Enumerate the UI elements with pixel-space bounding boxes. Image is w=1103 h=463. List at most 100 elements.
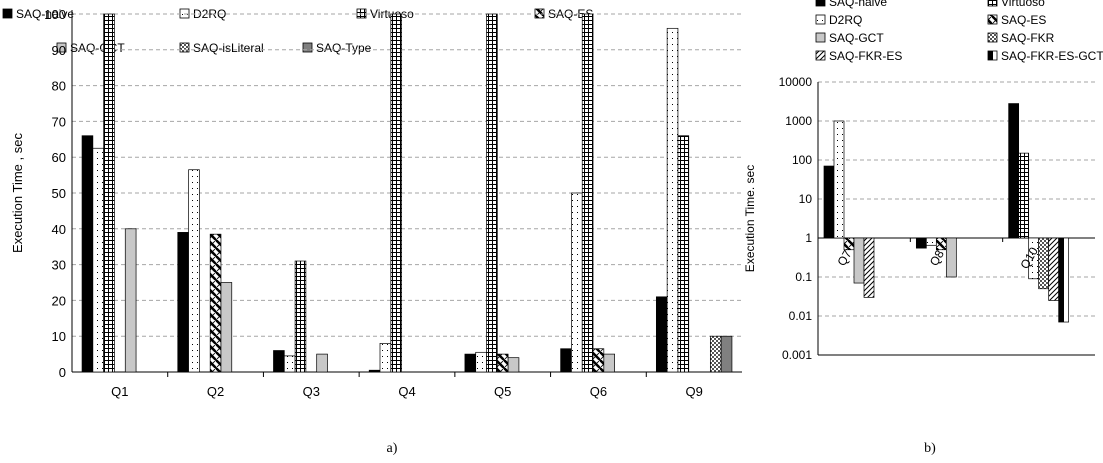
ytick-label-b: 0.01: [789, 309, 813, 323]
bar-a-SAQ-GCT-Q3: [316, 353, 328, 373]
legend-label-a-4: SAQ-GCT: [70, 41, 125, 55]
ytick-label-b: 10: [799, 192, 813, 206]
legend-label-b-1: Virtuoso: [1001, 0, 1045, 9]
xtick-label-a: Q2: [207, 384, 224, 399]
bar-b-SAQ-naive-Q7: [823, 165, 835, 239]
legend-swatch-b-2: [815, 14, 826, 25]
xtick-label-a: Q9: [685, 384, 702, 399]
legend-label-b-5: SAQ-FKR: [1001, 31, 1055, 45]
legend-swatch-b-6: [815, 50, 826, 61]
xtick-label-a: Q3: [303, 384, 320, 399]
bar-b-SAQ-naive-Q10: [1008, 103, 1020, 239]
caption-b: b): [924, 441, 936, 456]
legend-label-a-1: D2RQ: [193, 7, 226, 21]
legend-label-b-2: D2RQ: [829, 13, 862, 27]
bar-a-SAQ-naive-Q9: [655, 296, 668, 373]
legend-swatch-b-4: [815, 32, 826, 43]
bar-a-Virtuoso-Q4: [390, 13, 402, 373]
bar-a-D2RQ-Q3: [283, 355, 296, 373]
legend-swatch-a-4: [56, 42, 67, 53]
legend-label-a-5: SAQ-isLiteral: [193, 41, 264, 55]
bar-a-SAQ-GCT-Q1: [124, 228, 137, 373]
bar-a-SAQ-Type-Q9: [720, 335, 733, 373]
ytick-label-a: 10: [52, 329, 66, 344]
bar-a-D2RQ-Q2: [188, 169, 200, 373]
bar-b-SAQ-GCT-Q8: [945, 237, 957, 278]
bar-a-D2RQ-Q6: [571, 192, 583, 373]
ytick-label-a: 0: [59, 365, 66, 380]
caption-a: a): [387, 441, 398, 456]
y-axis-title-a: Execution Time , sec: [10, 133, 25, 253]
xtick-label-b: Q7: [834, 247, 854, 268]
legend-label-b-6: SAQ-FKR-ES: [829, 49, 902, 63]
chart-a: SAQ-naiveD2RQVirtuosoSAQ-ESSAQ-GCTSAQ-is…: [2, 7, 742, 399]
bar-a-D2RQ-Q4: [379, 343, 392, 373]
bar-b-SAQ-FKR-ES-GCT-Q10: [1058, 237, 1070, 323]
bar-b-SAQ-ES-Q7: [843, 237, 855, 251]
legend-swatch-b-0: [815, 0, 826, 7]
ytick-label-a: 80: [52, 79, 66, 94]
bar-a-SAQ-ES-Q6: [592, 348, 605, 373]
ytick-label-a: 40: [52, 222, 66, 237]
bar-b-SAQ-FKR-ES-Q10: [1048, 237, 1060, 301]
legend-swatch-b-3: [987, 14, 998, 25]
legend-swatch-a-0: [2, 8, 13, 19]
ytick-label-b: 0.1: [795, 270, 812, 284]
bar-a-Virtuoso-Q1: [103, 13, 115, 373]
xtick-label-a: Q4: [398, 384, 415, 399]
ytick-label-b: 10000: [779, 75, 813, 89]
legend-swatch-a-6: [302, 42, 313, 53]
bar-a-Virtuoso-Q9: [677, 135, 690, 373]
bar-b-Virtuoso-Q10: [1018, 152, 1030, 239]
bar-b-SAQ-naive-Q8: [915, 237, 927, 249]
ytick-label-a: 70: [52, 114, 66, 129]
bar-a-SAQ-naive-Q2: [177, 232, 189, 373]
bar-a-SAQ-naive-Q5: [464, 353, 477, 373]
legend-label-b-3: SAQ-ES: [1001, 13, 1046, 27]
xtick-label-a: Q6: [590, 384, 607, 399]
xtick-label-b: Q8: [927, 247, 947, 268]
bar-a-SAQ-GCT-Q5: [507, 357, 520, 373]
legend-swatch-b-1: [987, 0, 998, 7]
bar-b-SAQ-ES-Q8: [935, 237, 947, 251]
bar-b-SAQ-FKR-Q10: [1038, 237, 1050, 290]
bar-a-Virtuoso-Q5: [486, 13, 498, 373]
bar-b-D2RQ-Q7: [833, 120, 845, 239]
legend-swatch-b-5: [987, 32, 998, 43]
legend-label-b-4: SAQ-GCT: [829, 31, 884, 45]
legend-swatch-a-5: [179, 42, 190, 53]
chart-b: SAQ-naive Virtuoso D2RQ SAQ-ES SAQ-GCT SAQ-FK…: [743, 0, 1103, 362]
xtick-label-a: Q1: [111, 384, 128, 399]
legend-label-b-0: SAQ-naive: [829, 0, 887, 9]
ytick-label-a: 100: [44, 7, 66, 22]
bar-a-SAQ-naive-Q6: [560, 348, 572, 373]
bar-a-SAQ-naive-Q1: [81, 135, 94, 373]
bar-b-SAQ-GCT-Q7: [853, 237, 865, 284]
bar-a-SAQ-ES-Q2: [209, 233, 222, 373]
bar-a-SAQ-GCT-Q2: [220, 282, 233, 373]
bar-a-SAQ-naive-Q4: [368, 369, 381, 373]
bar-a-SAQ-naive-Q3: [273, 350, 285, 373]
ytick-label-b: 100: [792, 153, 812, 167]
ytick-label-b: 0.001: [782, 348, 812, 362]
bar-b-D2RQ-Q8: [925, 237, 937, 246]
bar-a-Virtuoso-Q3: [294, 260, 307, 373]
y-axis-title-b: Execution Time. sec: [743, 165, 757, 272]
legend-label-b-7: SAQ-FKR-ES-GCT: [1001, 49, 1103, 63]
ytick-label-a: 90: [52, 43, 66, 58]
ytick-label-a: 60: [52, 150, 66, 165]
ytick-label-b: 1: [805, 231, 812, 245]
ytick-label-a: 30: [52, 258, 66, 273]
bar-b-SAQ-FKR-ES-Q7: [863, 237, 875, 298]
legend-label-a-6: SAQ-Type: [316, 41, 372, 55]
legend-label-a-0: SAQ-naive: [16, 7, 74, 21]
bar-a-SAQ-GCT-Q6: [603, 353, 615, 373]
bar-a-SAQ-ES-Q5: [496, 353, 509, 373]
ytick-label-a: 20: [52, 293, 66, 308]
bar-a-D2RQ-Q1: [92, 147, 105, 373]
ytick-label-a: 50: [52, 186, 66, 201]
bar-a-Virtuoso-Q6: [581, 13, 594, 373]
ytick-label-b: 1000: [785, 114, 812, 128]
bar-a-D2RQ-Q5: [475, 351, 487, 373]
